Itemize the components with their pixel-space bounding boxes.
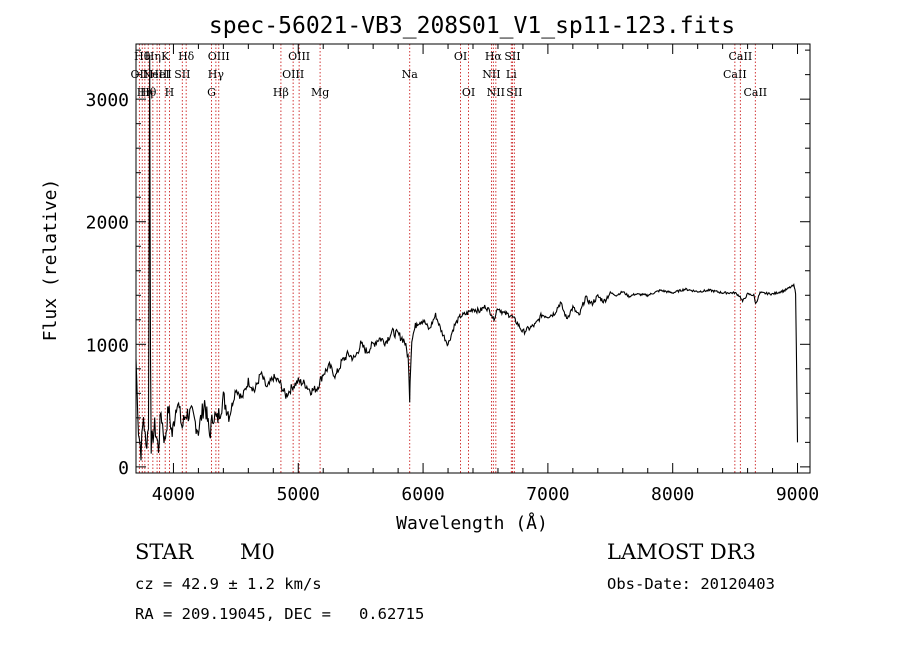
line-marker-label: OI [454,50,467,63]
y-tick-label: 2000 [86,213,129,234]
line-marker-label: HeI [149,68,169,81]
line-marker-label: SII [504,50,520,63]
line-marker-labels: OIIHθHηHθHηNeIIIHeIKHSIIHδGHγOIIIHβOIIIO… [131,50,768,99]
line-marker-label: NII [482,68,500,81]
x-tick-label: 9000 [776,484,819,505]
line-marker-label: SII [506,86,522,99]
line-marker-label: Hα [485,50,503,63]
line-marker-label: G [207,86,216,99]
plot-frame [135,43,811,474]
x-axis-label: Wavelength (Å) [396,512,548,534]
y-tick-label: 3000 [86,90,129,111]
spectrum-line [135,56,799,461]
x-tick-label: 6000 [401,484,444,505]
y-tick-labels: 0 1000 2000 3000 [86,90,129,479]
line-markers [138,44,756,473]
line-marker-label: OIII [288,50,310,63]
line-marker-label: Hθ [140,86,157,99]
x-tick-label: 8000 [651,484,694,505]
line-marker-label: Hγ [208,68,225,81]
obs-date-label: Obs-Date: 20120403 [607,575,775,593]
radec-label: RA = 209.19045, DEC = 0.62715 [135,605,425,623]
x-tick-labels: 4000 5000 6000 7000 8000 9000 [152,484,819,505]
x-tick-label: 4000 [152,484,195,505]
redshift-label: cz = 42.9 ± 1.2 km/s [135,575,322,593]
line-marker-label: CaII [729,50,753,63]
line-marker-label: Li [506,68,517,81]
chart-title: spec-56021-VB3_208S01_V1_sp11-123.fits [209,13,735,39]
line-marker-label: OI [462,86,475,99]
x-tick-label: 5000 [277,484,320,505]
line-marker-label: SII [174,68,190,81]
line-marker-label: CaII [743,86,767,99]
line-marker-label: Hη [137,86,153,99]
line-marker-label: OIII [208,50,230,63]
axis-ticks [136,44,810,473]
line-marker-label: CaII [723,68,747,81]
line-marker-label: OIII [282,68,304,81]
line-marker-label: Hδ [178,50,195,63]
x-tick-label: 7000 [526,484,569,505]
line-marker-label: Hβ [273,86,289,99]
line-marker-label: Hθ [134,50,151,63]
line-marker-label: H [165,86,175,99]
subclass-label: M0 [240,540,275,564]
class-label: STAR [135,540,194,564]
line-marker-label: Mg [311,86,329,99]
y-axis-label: Flux (relative) [40,179,61,342]
y-tick-label: 1000 [86,335,129,356]
line-marker-label: Na [402,68,419,81]
y-tick-label: 0 [118,458,129,479]
line-marker-label: K [161,50,170,63]
survey-label: LAMOST DR3 [607,540,756,564]
line-marker-label: NII [487,86,505,99]
line-marker-label: Hη [145,50,161,63]
